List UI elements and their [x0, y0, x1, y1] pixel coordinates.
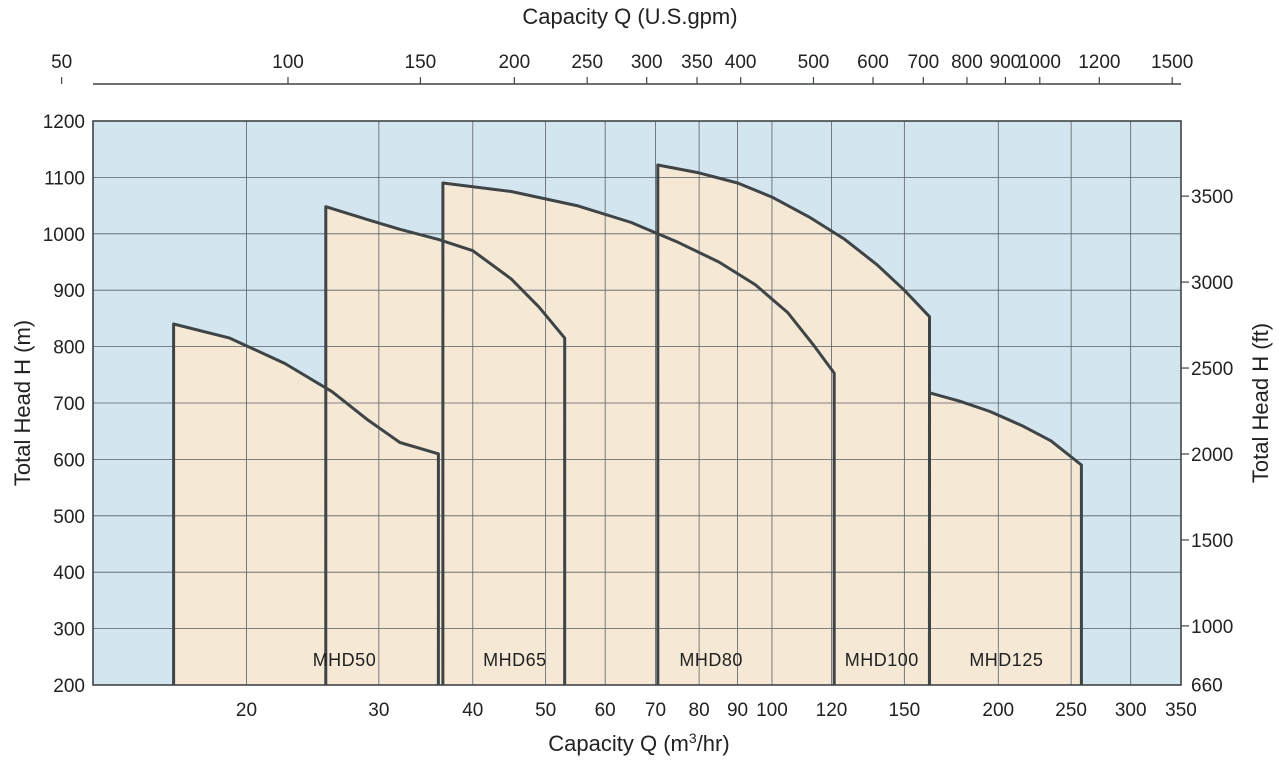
- x-tick-label: 30: [368, 700, 389, 721]
- y-tick-label: 200: [53, 676, 85, 697]
- series-label-mhd65: MHD65: [483, 650, 547, 670]
- plot-frame: [92, 120, 1182, 686]
- top-x-tick-label: 150: [405, 52, 437, 73]
- top-x-tick-label: 350: [681, 52, 713, 73]
- x-tick-label: 40: [462, 700, 483, 721]
- x-tick-label: 80: [689, 700, 710, 721]
- curve-mhd65: [324, 205, 567, 686]
- y-tick-label: 1100: [44, 168, 85, 189]
- right-y-tick-label: 1500: [1191, 531, 1233, 552]
- top-x-tick-label: 100: [272, 52, 304, 73]
- x-tick-label: 70: [645, 700, 666, 721]
- axes: 20 30 40 50 60 70 80 90 100 120 150 200 250 300 350 200…: [43, 52, 1234, 721]
- series-label-mhd125: MHD125: [969, 650, 1043, 670]
- curve-mhd50: [172, 322, 440, 686]
- x-tick-label: 350: [1165, 700, 1197, 721]
- y-tick-label: 300: [53, 620, 85, 641]
- top-x-tick-label: 300: [631, 52, 663, 73]
- y-tick-label: 400: [53, 563, 85, 584]
- top-x-tick-label: 50: [51, 52, 72, 73]
- right-y-tick-label: 1000: [1191, 617, 1233, 638]
- top-x-tick-label: 900: [990, 52, 1022, 73]
- x-tick-label: 50: [535, 700, 556, 721]
- pump-curves: [172, 163, 1083, 686]
- x-tick-label: 100: [756, 700, 788, 721]
- y-axis-title: Total Head H (m): [10, 320, 35, 486]
- x-tick-label: 20: [236, 700, 257, 721]
- top-x-tick-label: 1000: [1019, 52, 1061, 73]
- series-labels: MHD50 MHD65 MHD80 MHD100 MHD125: [313, 650, 1043, 670]
- y-tick-label: 600: [53, 450, 85, 471]
- grid-lines: [93, 120, 1182, 686]
- right-y-tick-label: 2000: [1191, 445, 1233, 466]
- x-tick-label: 150: [888, 700, 920, 721]
- y-tick-label: 1200: [43, 112, 85, 133]
- curve-mhd80: [441, 181, 836, 686]
- y-tick-label: 900: [53, 281, 85, 302]
- y-tick-label: 1000: [43, 225, 85, 246]
- right-y-tick-label: 2500: [1191, 359, 1233, 380]
- x-tick-label: 250: [1055, 700, 1087, 721]
- curve-mhd125: [927, 391, 1083, 686]
- x-tick-label: 200: [982, 700, 1014, 721]
- x-tick-label: 90: [727, 700, 748, 721]
- right-y-tick-label: 3000: [1191, 273, 1233, 294]
- x-tick-label: 60: [595, 700, 616, 721]
- series-label-mhd80: MHD80: [679, 650, 743, 670]
- top-x-tick-label: 700: [907, 52, 939, 73]
- y-tick-label: 500: [53, 507, 85, 528]
- series-label-mhd50: MHD50: [313, 650, 377, 670]
- x-tick-label: 120: [816, 700, 848, 721]
- y-tick-label: 800: [53, 338, 85, 359]
- right-y-tick-label: 3500: [1191, 187, 1233, 208]
- top-x-tick-label: 250: [571, 52, 603, 73]
- x-axis-title: Capacity Q (m3/hr): [548, 730, 729, 756]
- right-y-axis-title: Total Head H (ft): [1248, 323, 1273, 483]
- top-x-tick-label: 1200: [1078, 52, 1120, 73]
- y-tick-label: 700: [53, 394, 85, 415]
- top-x-tick-label: 600: [857, 52, 889, 73]
- top-x-tick-label: 200: [498, 52, 530, 73]
- x-tick-label: 300: [1115, 700, 1147, 721]
- top-x-tick-label: 500: [798, 52, 830, 73]
- region-mhd100: [657, 165, 930, 685]
- top-x-axis-title: Capacity Q (U.S.gpm): [522, 4, 737, 29]
- top-x-tick-label: 1500: [1151, 52, 1193, 73]
- curve-mhd100: [656, 163, 931, 686]
- region-mhd125: [929, 392, 1082, 685]
- top-x-tick-label: 400: [725, 52, 757, 73]
- right-y-tick-label: 660: [1191, 675, 1223, 696]
- series-label-mhd100: MHD100: [845, 650, 919, 670]
- top-x-tick-label: 800: [951, 52, 983, 73]
